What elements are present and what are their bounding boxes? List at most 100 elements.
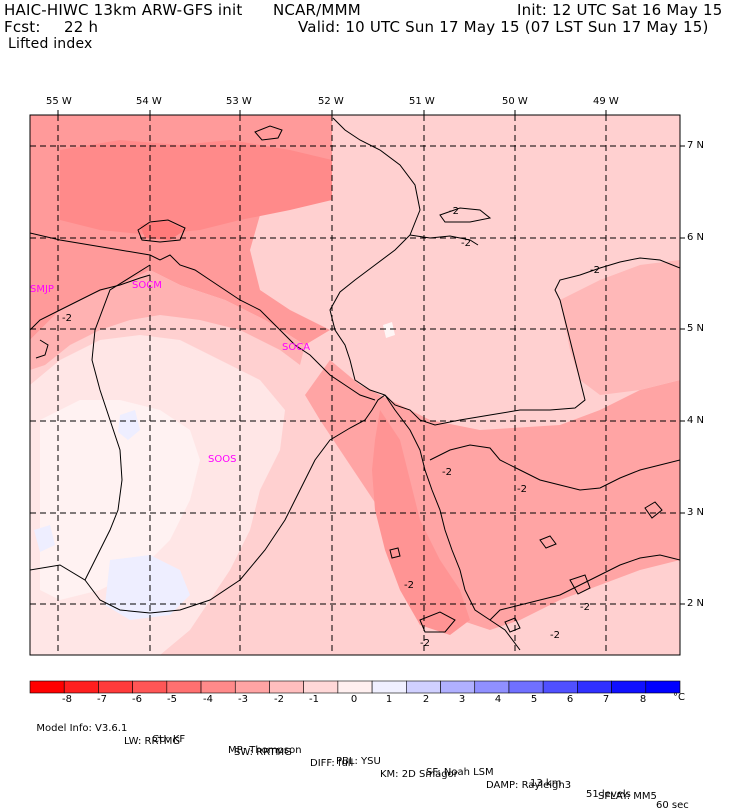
colorbar-swatch [29,680,65,694]
contour-line [569,574,591,595]
colorbar-label: -3 [238,694,248,705]
shade-region [118,410,140,440]
contour-label: -2 [404,580,414,591]
shade-region [560,260,680,395]
valid-time: Valid: 10 UTC Sun 17 May 15 (07 LST Sun … [298,18,709,36]
colorbar-swatch [371,680,407,694]
colorbar-label: -6 [132,694,142,705]
lon-label: 55 W [46,96,72,107]
colorbar-swatch [269,680,304,694]
shade-region [34,525,55,552]
colorbar-swatch [98,680,133,694]
colorbar-swatch [166,680,202,694]
longwave-scheme: LW: RRTMG [124,736,181,747]
lat-label: 6 N [687,232,705,243]
station-label: SOOS [208,454,236,465]
colorbar-label: -1 [309,694,319,705]
contour-label: -2 [590,265,600,276]
shortwave-scheme: SW: RRTMG [234,747,292,758]
lon-label: 51 W [409,96,435,107]
colorbar-label: 3 [458,694,466,705]
lat-label: 5 N [687,323,705,334]
contour-line [504,617,521,633]
contour-line [419,611,456,633]
lat-ticks [680,145,685,605]
contour-line [137,219,186,243]
contour-label: -2 [420,638,430,649]
contour-label: -2 [62,313,72,324]
contour-label: -2 [442,467,452,478]
colorbar-label: 4 [494,694,502,705]
contour-line [429,444,680,491]
country-border [384,394,521,651]
shade-region [60,140,332,235]
colorbar-label: -2 [274,694,284,705]
contour-line [409,234,479,246]
contour-label: -2 [550,630,560,641]
lon-label: 53 W [226,96,252,107]
contour-line [439,207,492,223]
colorbar-swatch [645,680,681,694]
forecast-label: Fcst: [4,18,41,36]
damping-option: DAMP: Rayleigh3 [486,780,572,791]
lat-label: 2 N [687,598,705,609]
colorbar-label: -7 [97,694,107,705]
lon-ticks [57,110,607,115]
model-title: HAIC-HIWC 13km ARW-GFS init [4,1,243,19]
shade-region [105,555,190,620]
contour-line [35,339,49,359]
plot-frame [29,114,681,656]
shade-region [40,400,200,600]
lon-label: 54 W [136,96,162,107]
colorbar-swatch [63,680,99,694]
colorbar-swatch [132,680,168,694]
colorbar-swatch [542,680,578,694]
colorbar-swatch [234,680,270,694]
contour-label: -2 [461,238,471,249]
lifted-index-map: -2 -2 -2 -2 -2 -2 -2 -2 -2 -2 SMJP SOCM … [29,110,685,694]
lat-label: 4 N [687,415,705,426]
lon-label: 52 W [318,96,344,107]
colorbar-label: -8 [62,694,72,705]
eddy-coefficient: KM: 2D Smagor [380,769,458,780]
time-step: 60 sec [656,800,689,811]
organization: NCAR/MMM [273,1,361,19]
contour-line [644,501,663,519]
contour-line [254,125,283,141]
contour-line [30,232,376,401]
station-label: SOCM [132,280,162,291]
shade-region [372,410,470,635]
coastline [329,117,680,426]
colorbar-label: -5 [167,694,177,705]
colorbar-swatch [337,680,373,694]
colorbar-swatch [577,680,612,694]
contour-line [389,547,401,559]
colorbar-swatch [406,680,441,694]
colorbar-label: 0 [350,694,358,705]
lon-label: 49 W [593,96,619,107]
colorbar-swatch [200,680,236,694]
colorbar-label: -4 [203,694,213,705]
diffusion-option: DIFF: full [310,758,354,769]
shade-region [383,322,395,338]
shade-region [305,360,680,630]
colorbar-label: 1 [385,694,393,705]
model-info-line1: Model Info: V3.6.1 CU: KF MP: Thompson P… [30,712,688,811]
contour-line [30,274,151,331]
colorbar-unit: °C [673,692,685,703]
colorbar-swatch [508,680,544,694]
init-time: Init: 12 UTC Sat 16 May 15 [517,1,723,19]
colorbar-swatch [611,680,647,694]
contour-label: -2 [580,602,590,613]
model-version: Model Info: V3.6.1 [36,723,128,734]
lat-label: 3 N [687,507,705,518]
contour-label: -2 [517,484,527,495]
colorbar-label: 8 [639,694,647,705]
colorbar-label: 6 [566,694,574,705]
country-border [30,264,151,581]
graticule [30,115,680,655]
contour-label: -2 [449,206,459,217]
surface-layer: SFLAY: MM5 [598,791,657,802]
shade-region [140,220,185,240]
country-border [84,394,386,614]
